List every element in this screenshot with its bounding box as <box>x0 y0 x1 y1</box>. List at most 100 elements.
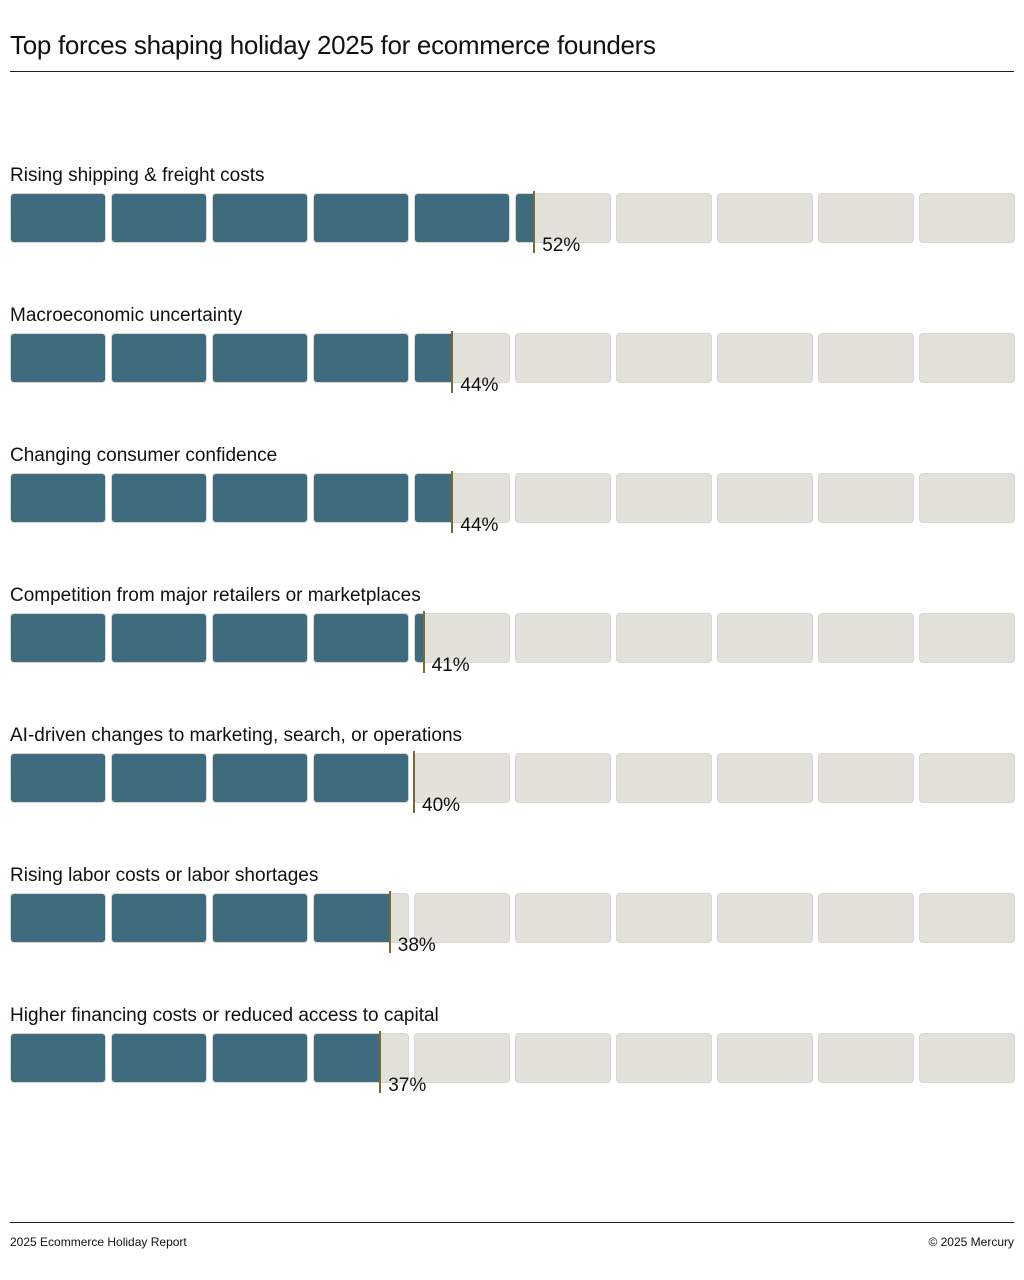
value-marker <box>388 891 391 953</box>
bar-segment <box>515 193 611 243</box>
bar-segment <box>414 333 510 383</box>
bar-segment-fill <box>314 334 408 382</box>
bar-segment-fill <box>314 474 408 522</box>
bar-segment-fill <box>11 334 105 382</box>
bar-row: Higher financing costs or reduced access… <box>10 1005 1015 1135</box>
category-label: Rising shipping & freight costs <box>10 165 265 186</box>
bar-segment-fill <box>112 1034 206 1082</box>
footer-copyright: © 2025 Mercury <box>928 1235 1014 1249</box>
bar-segment <box>717 613 813 663</box>
bar-segment-fill <box>11 894 105 942</box>
bar-segment-fill <box>112 194 206 242</box>
bar-segment <box>111 193 207 243</box>
category-label: Changing consumer confidence <box>10 445 278 466</box>
bar-segment-fill <box>314 754 408 802</box>
bar-segment-fill <box>11 194 105 242</box>
bar-segment <box>515 1033 611 1083</box>
bar-segment <box>414 473 510 523</box>
category-label: Competition from major retailers or mark… <box>10 585 421 606</box>
bar-segment <box>717 193 813 243</box>
bar-segment <box>818 193 914 243</box>
bar-segment-fill <box>314 614 408 662</box>
bar-segment <box>212 473 308 523</box>
bar-segment <box>616 473 712 523</box>
bar-segment <box>919 473 1015 523</box>
category-label: Macroeconomic uncertainty <box>10 305 243 326</box>
bar-segment-fill <box>11 1034 105 1082</box>
bar-segment <box>717 333 813 383</box>
bar-segment-fill <box>112 474 206 522</box>
bar-segment <box>515 753 611 803</box>
title-divider <box>10 71 1014 72</box>
bar-segment-fill <box>112 754 206 802</box>
bar-segment <box>313 753 409 803</box>
bar-segment <box>818 333 914 383</box>
bar-segment <box>414 1033 510 1083</box>
bar-segment <box>717 753 813 803</box>
bar-segment <box>111 1033 207 1083</box>
bar-segment <box>212 333 308 383</box>
category-label: Rising labor costs or labor shortages <box>10 865 319 886</box>
value-label: 44% <box>460 515 499 536</box>
bar-segment <box>111 753 207 803</box>
value-marker <box>413 751 415 813</box>
bar-segment <box>717 893 813 943</box>
bar-segment-fill <box>213 194 307 242</box>
bar-segment <box>919 333 1015 383</box>
value-marker <box>422 611 425 673</box>
bar-segment-fill <box>213 754 307 802</box>
bar-segment <box>313 193 409 243</box>
bar-segment-fill <box>314 194 408 242</box>
bar-segment <box>414 613 510 663</box>
bar-segment <box>10 893 106 943</box>
bar-row: Rising shipping & freight costs 52% <box>10 165 1015 295</box>
bar-segment <box>10 753 106 803</box>
bar-segment-fill <box>314 894 390 942</box>
bar-segment <box>212 893 308 943</box>
bar-segment-fill <box>213 474 307 522</box>
bar-segment <box>212 613 308 663</box>
value-label: 52% <box>542 235 581 256</box>
value-label: 44% <box>460 375 499 396</box>
bar-segment-fill <box>11 474 105 522</box>
bar-segment <box>313 333 409 383</box>
value-label: 41% <box>431 655 470 676</box>
bar-row: Rising labor costs or labor shortages 38% <box>10 865 1015 995</box>
bar-segment <box>10 1033 106 1083</box>
bar-segment-fill <box>415 474 453 522</box>
value-label: 37% <box>388 1075 427 1096</box>
bar-segment <box>111 333 207 383</box>
category-label: Higher financing costs or reduced access… <box>10 1005 439 1026</box>
bar-segment <box>10 613 106 663</box>
bar-segment <box>818 613 914 663</box>
bar-segment-fill <box>213 334 307 382</box>
bar-segment <box>10 333 106 383</box>
bar-segment <box>10 193 106 243</box>
bar-segment <box>212 753 308 803</box>
bar-row: Changing consumer confidence 44% <box>10 445 1015 575</box>
bar-segment-fill <box>11 754 105 802</box>
bar-segment <box>818 753 914 803</box>
bar-segment <box>616 753 712 803</box>
bar-track <box>10 893 1015 945</box>
bar-segment <box>313 473 409 523</box>
bar-segment-fill <box>112 334 206 382</box>
bar-segment <box>212 1033 308 1083</box>
bar-segment-fill <box>415 194 509 242</box>
chart-title: Top forces shaping holiday 2025 for ecom… <box>10 30 656 60</box>
bar-row: Competition from major retailers or mark… <box>10 585 1015 715</box>
bar-segment <box>212 193 308 243</box>
bar-track <box>10 193 1015 245</box>
bar-segment-fill <box>112 614 206 662</box>
bar-segment <box>10 473 106 523</box>
bar-segment <box>111 613 207 663</box>
bar-segment <box>919 193 1015 243</box>
bar-segment-fill <box>415 614 425 662</box>
category-label: AI-driven changes to marketing, search, … <box>10 725 463 746</box>
bar-segment-fill <box>213 1034 307 1082</box>
bar-segment <box>717 1033 813 1083</box>
footer-divider <box>10 1222 1014 1223</box>
bar-segment-fill <box>213 894 307 942</box>
value-marker <box>533 191 536 253</box>
bar-segment <box>414 753 510 803</box>
